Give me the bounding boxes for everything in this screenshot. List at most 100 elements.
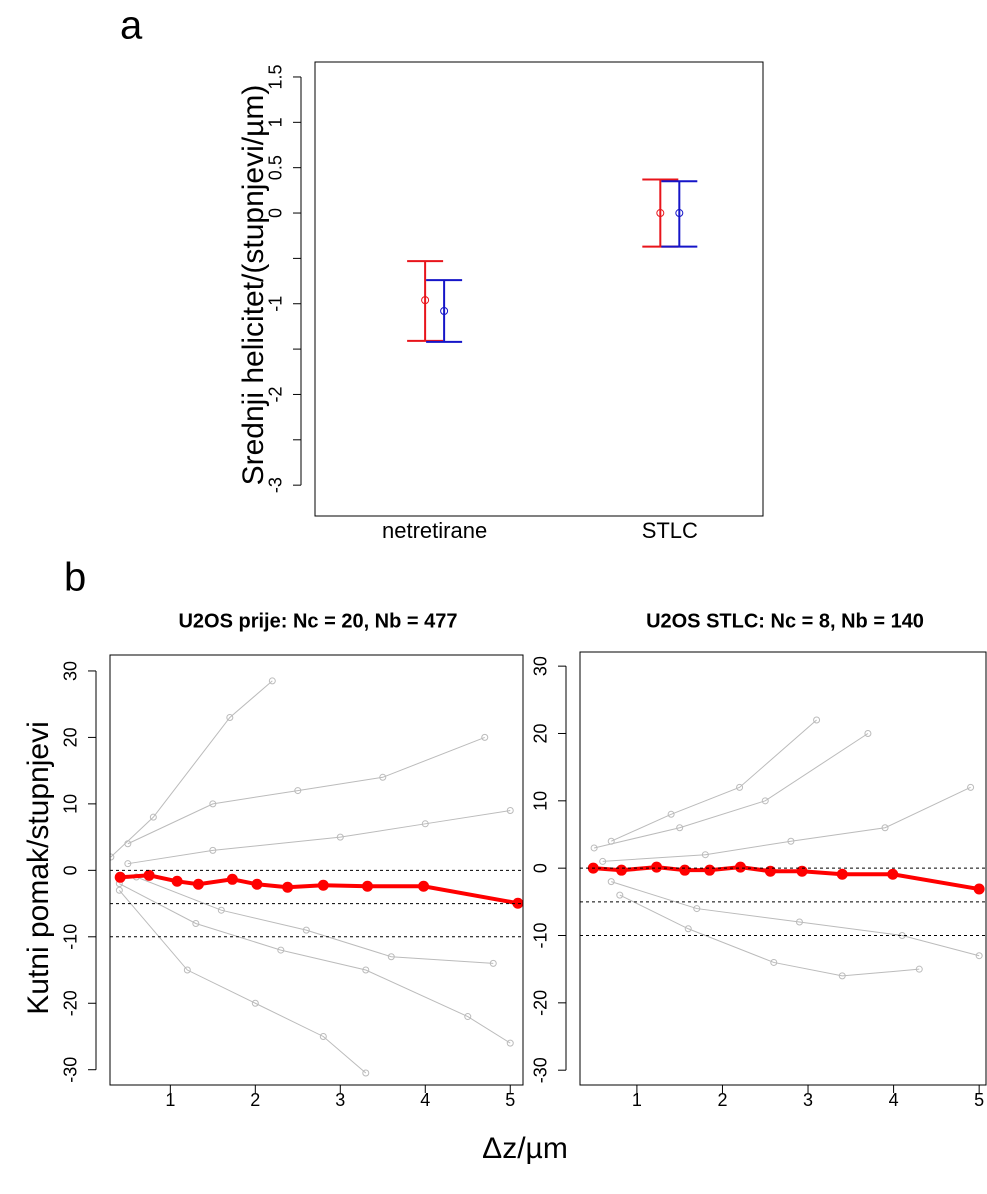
trace-point (110, 853, 115, 861)
trace-line (602, 786, 971, 862)
y-tick-label: -30 (61, 1057, 81, 1083)
trace-point (149, 813, 157, 821)
trace-point (192, 878, 204, 890)
error-bar (407, 260, 444, 342)
x-tick-label: 3 (335, 1090, 345, 1110)
trace-point (667, 810, 675, 818)
trace-point (282, 881, 294, 893)
plot-frame (109, 654, 524, 1086)
y-tick-label: 1 (266, 117, 286, 127)
error-bar (661, 180, 698, 248)
trace-line (594, 733, 869, 849)
trace-point (506, 1039, 514, 1047)
trace-point (379, 773, 387, 781)
trace-point (887, 868, 899, 880)
trace-point (481, 733, 489, 741)
mean-point (440, 306, 449, 315)
trace-point (615, 864, 627, 876)
x-tick-label: 4 (420, 1090, 430, 1110)
panel-label: a (120, 4, 143, 48)
x-tick-label: netretirane (382, 518, 487, 543)
x-tick-label: 5 (974, 1090, 984, 1110)
trace-point (684, 925, 692, 933)
x-axis-title: Δz/µm (482, 1132, 568, 1165)
trace-point (209, 846, 217, 854)
x-tick-label: 4 (889, 1090, 899, 1110)
trace-point (616, 891, 624, 899)
y-tick-label: 10 (61, 794, 81, 814)
trace-point (362, 966, 370, 974)
trace-line (118, 889, 367, 1074)
trace-point (183, 966, 191, 974)
trace-point (693, 905, 701, 913)
trace-point (838, 972, 846, 980)
error-bar (642, 178, 679, 248)
x-tick-label: STLC (642, 518, 698, 543)
trace-point (124, 860, 132, 868)
trace-point (294, 787, 302, 795)
y-tick-label: 0 (531, 863, 551, 873)
trace-point (761, 797, 769, 805)
trace-point (143, 869, 155, 881)
trace-point (704, 864, 716, 876)
x-tick-label: 3 (803, 1090, 813, 1110)
trace-point (387, 953, 395, 961)
trace-line (611, 881, 980, 957)
trace-point (975, 952, 983, 960)
trace-point (734, 861, 746, 873)
trace-point (607, 878, 615, 886)
y-tick-label: -10 (531, 922, 551, 948)
trace-point (973, 883, 985, 895)
y-axis-title: Srednji helicitet/(stupnjevi/µm) (237, 85, 270, 486)
y-tick-label: 0.5 (266, 155, 286, 180)
trace-point (336, 833, 344, 841)
plot-frame (579, 651, 987, 1086)
trace-point (599, 857, 607, 865)
trace-point (217, 906, 225, 914)
x-tick-label: 1 (165, 1090, 175, 1110)
trace-point (277, 946, 285, 954)
mean-point (656, 209, 665, 218)
y-tick-label: 0 (61, 865, 81, 875)
mean-point (675, 209, 684, 218)
trace-line (611, 719, 817, 842)
y-tick-label: 0 (266, 208, 286, 218)
y-tick-label: 20 (531, 723, 551, 743)
trace-point (489, 959, 497, 967)
trace-point (124, 840, 132, 848)
trace-point (251, 878, 263, 890)
y-tick-label: 20 (61, 727, 81, 747)
trace-line (593, 865, 980, 892)
trace-point (418, 880, 430, 892)
y-tick-label: -3 (266, 477, 286, 493)
trace-line (127, 736, 485, 845)
y-tick-label: -10 (61, 924, 81, 950)
trace-point (251, 999, 259, 1007)
x-tick-label: 2 (717, 1090, 727, 1110)
trace-line (136, 876, 494, 964)
trace-point (362, 1069, 370, 1077)
trace-point (421, 820, 429, 828)
y-tick-label: -30 (531, 1057, 551, 1083)
y-tick-label: -20 (61, 990, 81, 1016)
trace-line (127, 810, 511, 865)
trace-line (619, 894, 920, 977)
trace-point (209, 800, 217, 808)
chart-title: U2OS prije: Nc = 20, Nb = 477 (178, 610, 457, 632)
trace-line (119, 883, 511, 1044)
error-bar (426, 279, 463, 343)
plot-frame (314, 61, 764, 517)
trace-point (770, 958, 778, 966)
trace-point (864, 729, 872, 737)
trace-point (813, 716, 821, 724)
x-tick-label: 5 (505, 1090, 515, 1110)
trace-point (268, 677, 276, 685)
trace-point (506, 807, 514, 815)
trace-point (736, 783, 744, 791)
trace-line (110, 680, 273, 858)
chart-title: U2OS STLC: Nc = 8, Nb = 140 (646, 610, 924, 632)
trace-point (226, 873, 238, 885)
trace-point (651, 861, 663, 873)
x-tick-label: 1 (632, 1090, 642, 1110)
